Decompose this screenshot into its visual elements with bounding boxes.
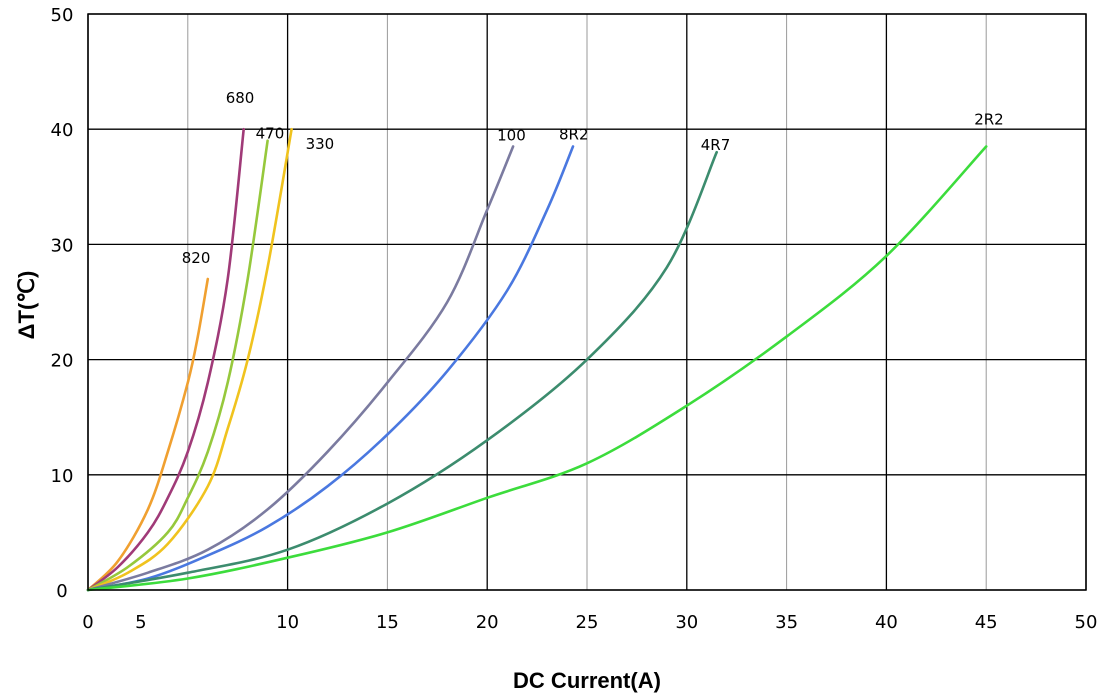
series-line-470 [86, 139, 269, 592]
series-line-330 [86, 127, 293, 592]
series-line-100 [86, 145, 515, 592]
x-tick-label: 40 [875, 612, 898, 633]
series-line-4r7 [86, 150, 718, 592]
x-axis-label: DC Current(A) [513, 668, 661, 693]
y-tick-label: 10 [51, 466, 74, 487]
y-tick-label: 20 [51, 351, 74, 372]
x-tick-label: 35 [775, 612, 798, 633]
plot-frame [87, 13, 1087, 591]
x-tick-label: 30 [675, 612, 698, 633]
y-tick-labels: 0 10 20 30 40 50 [51, 5, 74, 602]
y-tick-label: 30 [51, 235, 74, 256]
series-line-820 [86, 277, 210, 592]
y-tick-label: 0 [56, 581, 67, 602]
series-label-2r2: 2R2 [974, 110, 1004, 128]
series-line-8r2 [86, 145, 575, 592]
x-tick-label: 50 [1075, 612, 1098, 633]
series-label-330: 330 [306, 135, 335, 153]
series-line-680 [86, 127, 245, 592]
x-tick-label: 10 [276, 612, 299, 633]
y-axis-label: ΔT(℃) [14, 271, 39, 340]
x-tick-label: 25 [576, 612, 599, 633]
series-label-470: 470 [256, 125, 285, 143]
x-tick-label: 5 [135, 612, 146, 633]
y-tick-label: 50 [51, 5, 74, 26]
series-label-820: 820 [182, 249, 211, 267]
x-tick-label: 15 [376, 612, 399, 633]
series-label-680: 680 [226, 89, 255, 107]
x-tick-label: 45 [975, 612, 998, 633]
x-tick-label: 0 [82, 612, 93, 633]
curves [86, 127, 988, 592]
x-tick-labels: 0 5 10 15 20 25 30 35 40 45 50 [82, 612, 1097, 633]
x-tick-label: 20 [476, 612, 499, 633]
series-line-2r2 [86, 145, 988, 592]
y-tick-label: 40 [51, 120, 74, 141]
series-label-100: 100 [497, 126, 526, 144]
series-label-4r7: 4R7 [701, 136, 731, 154]
series-label-8r2: 8R2 [559, 125, 589, 143]
